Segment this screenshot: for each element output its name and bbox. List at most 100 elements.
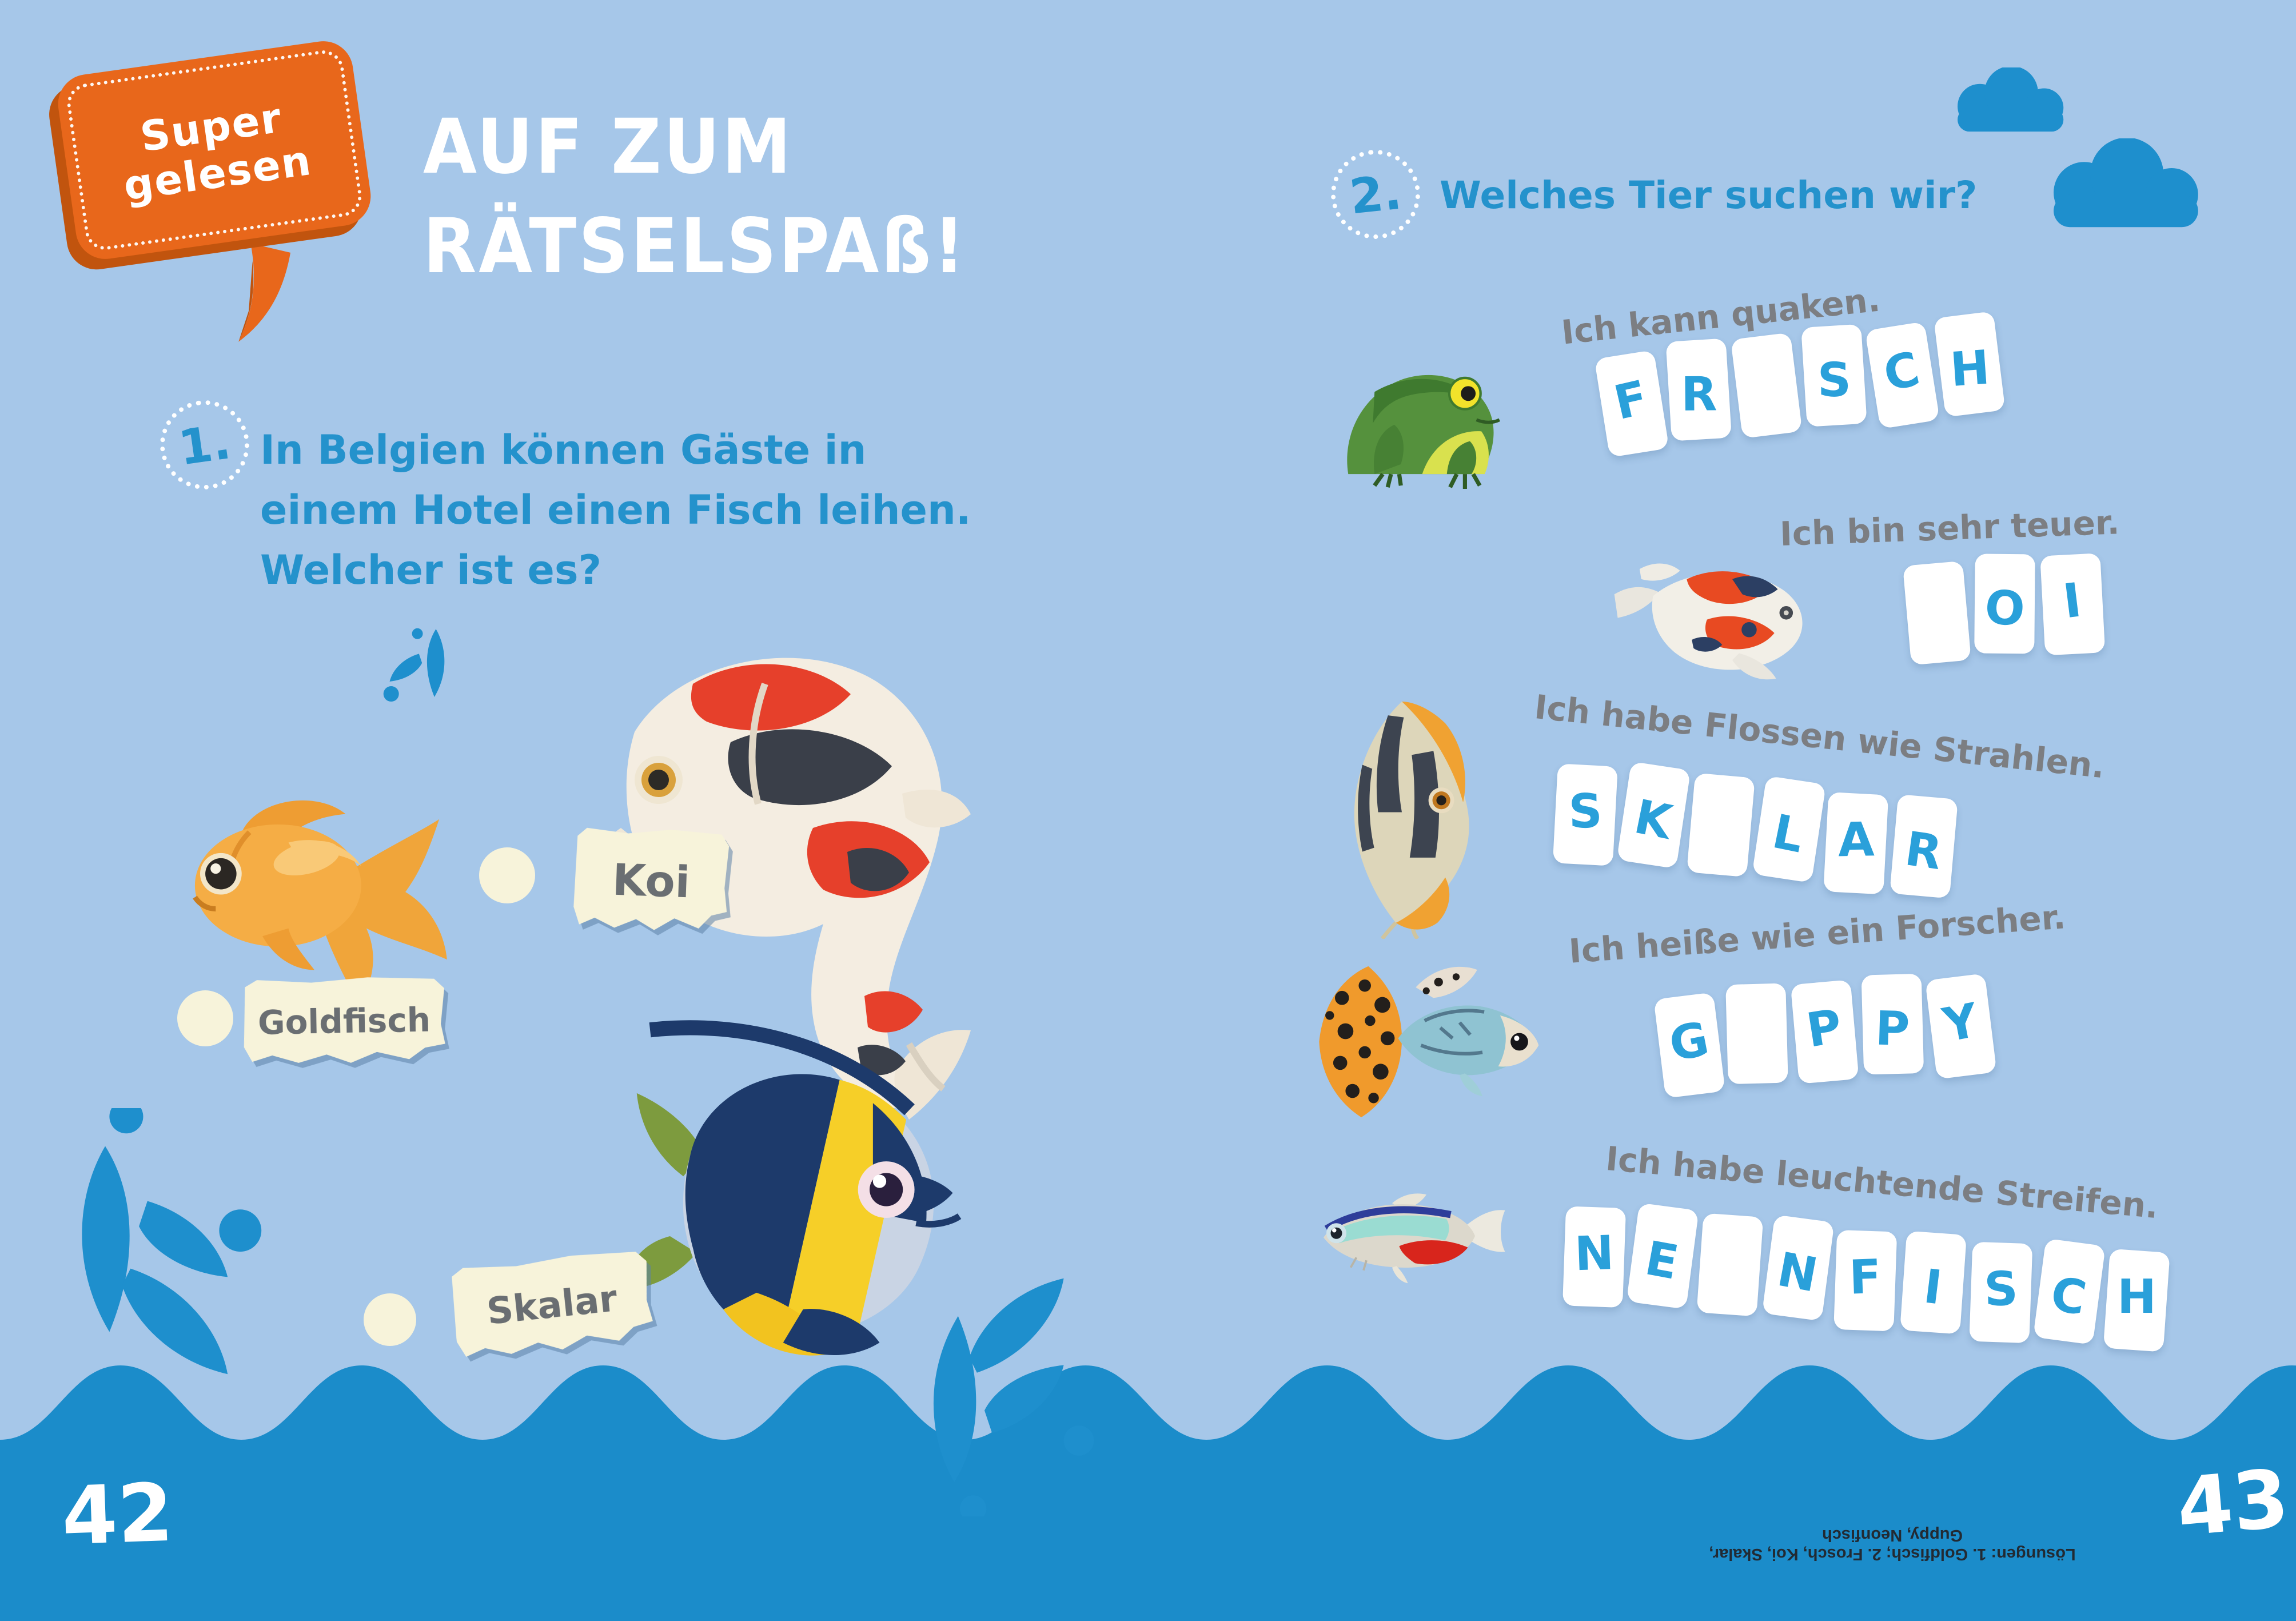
bannerfish-illustration: [623, 1020, 962, 1356]
question1-line1: In Belgien können Gäste in: [260, 427, 867, 473]
letter-tile: A: [1823, 792, 1889, 895]
water-splash-icon: [383, 628, 445, 702]
letter-tile: S: [1552, 763, 1618, 866]
letter-tile: F: [1594, 349, 1669, 458]
letter-tile-blank[interactable]: [1725, 983, 1788, 1085]
speech-bubble: Super gelesen: [54, 37, 375, 263]
letter-tile-blank[interactable]: [1903, 560, 1971, 666]
question1-line3: Welcher ist es?: [260, 547, 602, 594]
letter-tile: R: [1665, 338, 1732, 441]
tile-letter: H: [1948, 340, 1992, 397]
letter-tile: S: [1969, 1241, 2033, 1344]
answer-circle-koi[interactable]: [479, 847, 535, 903]
question1-text: In Belgien können Gäste in einem Hotel e…: [260, 420, 971, 600]
tile-letter: K: [1629, 789, 1676, 850]
tile-letter: N: [1773, 1242, 1822, 1303]
letter-tile: P: [1861, 973, 1924, 1075]
wave-band: [0, 1365, 2296, 1621]
letter-tile-blank[interactable]: [1687, 772, 1755, 878]
option-label-koi-text: Koi: [611, 854, 691, 907]
tile-letter: P: [1803, 998, 1846, 1058]
option-label-goldfisch-text: Goldfisch: [257, 1000, 431, 1042]
letter-tile: P: [1790, 979, 1859, 1084]
frog-illustration: [1347, 375, 1501, 489]
question2-heading: Welches Tier suchen wir?: [1440, 173, 1978, 217]
water-splash-icon: [933, 1278, 1094, 1516]
koi-illustration: [592, 658, 971, 1120]
question2-number-badge: 2.: [1326, 145, 1425, 244]
letter-tile: I: [2040, 553, 2106, 656]
letter-tile: E: [1626, 1202, 1699, 1309]
letter-tile: C: [1865, 321, 1940, 429]
tile-letter: S: [1568, 784, 1603, 839]
tile-letter: N: [1573, 1225, 1615, 1281]
cloud-icon: [1958, 67, 2064, 132]
question2-number: 2.: [1346, 164, 1405, 225]
tile-letter: F: [1609, 370, 1653, 431]
praise-badge: Super gelesen: [54, 34, 420, 400]
option-label-koi: Koi: [573, 826, 730, 934]
option-label-skalar-text: Skalar: [484, 1277, 620, 1333]
letter-tile: O: [1974, 553, 2035, 654]
letter-tile: Y: [1925, 973, 1997, 1080]
tile-letter: E: [1641, 1230, 1683, 1291]
speech-bubble-tail: [238, 243, 291, 342]
answer-circle-skalar[interactable]: [364, 1293, 416, 1346]
option-label-goldfisch: Goldfisch: [243, 976, 446, 1066]
tile-letter: R: [1680, 367, 1717, 422]
question1-number: 1.: [175, 413, 234, 476]
tile-letter: L: [1768, 804, 1809, 864]
page-number-right: 43: [2173, 1452, 2293, 1555]
letter-tile: C: [2033, 1238, 2106, 1345]
option-label-skalar: Skalar: [451, 1251, 654, 1359]
skalar-illustration: [1354, 702, 1469, 939]
tile-letter: Y: [1938, 993, 1983, 1053]
goldfish-illustration: [193, 800, 447, 1004]
letter-tile: F: [1833, 1229, 1898, 1332]
letter-tile: H: [2103, 1248, 2170, 1352]
water-splash-icon: [82, 1108, 262, 1375]
answer-circle-goldfisch[interactable]: [177, 990, 233, 1046]
tile-letter: C: [1879, 341, 1925, 403]
tile-letter: F: [1848, 1249, 1883, 1305]
letter-tile: R: [1890, 794, 1958, 899]
tile-letter: C: [2047, 1266, 2091, 1327]
koi-small-illustration: [1614, 563, 1803, 680]
page-number-left: 42: [60, 1466, 175, 1564]
tile-letter: A: [1837, 812, 1875, 867]
tile-letter: P: [1875, 1001, 1911, 1057]
solutions-upside-down-text: Lösungen: 1. Goldfisch; 2. Frosch, Koi, …: [1709, 1526, 2076, 1563]
question1-number-badge: 1.: [154, 394, 256, 496]
tile-letter: S: [1817, 352, 1852, 408]
letter-tile: S: [1801, 324, 1867, 427]
question1-line2: einem Hotel einen Fisch leihen.: [260, 487, 971, 533]
clue-hint-guppy: Ich heiße wie ein Forscher.: [1568, 897, 2067, 971]
page-title-line2: RÄTSELSPAß!: [423, 202, 967, 291]
page-title: AUF ZUM RÄTSELSPAß!: [423, 97, 967, 296]
letter-tile: I: [1900, 1230, 1967, 1335]
tile-letter: S: [1983, 1261, 2019, 1317]
guppy-illustration: [1319, 966, 1539, 1118]
clue-hint-koi: Ich bin sehr teuer.: [1779, 503, 2120, 553]
letter-tile-blank[interactable]: [1731, 332, 1803, 439]
page-title-line1: AUF ZUM: [423, 103, 794, 191]
letter-tile: K: [1616, 761, 1691, 869]
letter-tile-blank[interactable]: [1696, 1213, 1764, 1317]
tile-letter: G: [1665, 1011, 1713, 1073]
letter-tile: N: [1761, 1214, 1835, 1321]
cloud-icon: [2054, 138, 2198, 228]
tile-letter: H: [2117, 1269, 2157, 1324]
tile-letter: R: [1902, 821, 1946, 881]
tile-letter: I: [1921, 1259, 1945, 1316]
letter-tile: N: [1562, 1206, 1627, 1308]
neonfisch-illustration: [1324, 1193, 1505, 1284]
letter-tile: L: [1752, 775, 1826, 883]
letter-tile: G: [1653, 992, 1725, 1098]
letter-tile: H: [1934, 311, 2006, 417]
tile-letter: I: [2060, 572, 2084, 629]
